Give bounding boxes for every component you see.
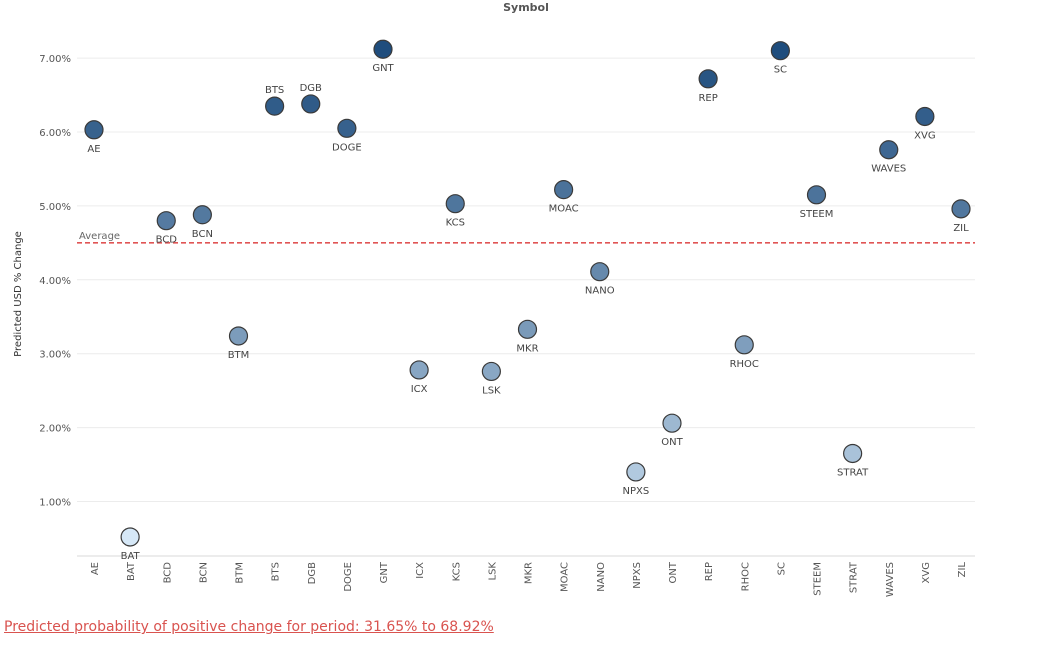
data-point [409, 360, 429, 380]
data-label: LSK [482, 385, 501, 396]
x-tick-label: SC [776, 562, 787, 575]
x-tick-label: STRAT [849, 561, 860, 593]
x-tick-label: NANO [596, 562, 607, 592]
data-point [843, 443, 863, 464]
data-label: KCS [446, 218, 465, 229]
x-tick-label: ONT [668, 561, 679, 583]
x-tick-label: KCS [451, 562, 462, 581]
data-point [590, 262, 610, 282]
x-tick-label: WAVES [885, 562, 896, 597]
data-point [120, 527, 140, 547]
data-point [337, 118, 357, 138]
probability-footer-link[interactable]: Predicted probability of positive change… [4, 619, 494, 635]
x-tick-label: ZIL [957, 562, 968, 578]
data-label: WAVES [871, 164, 906, 175]
data-label: SC [774, 65, 787, 76]
x-tick-label: GNT [379, 561, 390, 583]
data-point [373, 39, 393, 59]
data-point [879, 140, 899, 160]
data-label: REP [698, 93, 717, 104]
x-tick-label: BAT [126, 561, 137, 581]
y-tick-labels: 1.00% 2.00% 3.00% 4.00% 5.00% 6.00% 7.00% [39, 54, 71, 508]
y-tick-label: 4.00% [39, 276, 71, 287]
data-point [734, 335, 754, 355]
data-point [301, 94, 321, 114]
data-label: STRAT [837, 467, 869, 478]
x-tick-labels: AE BAT BCD BCN BTM BTS DGB DOGE GNT ICX KCS LSK MKR M… [90, 561, 968, 597]
chart: Symbol Predicted USD % Change 1.00% 2.00%… [13, 1, 975, 597]
data-point [517, 319, 538, 339]
data-label: ONT [661, 437, 683, 448]
x-tick-label: MKR [524, 562, 535, 584]
data-point [265, 96, 285, 116]
data-label: BCD [156, 235, 178, 246]
x-tick-label: DOGE [343, 562, 354, 592]
y-tick-label: 6.00% [39, 128, 71, 139]
x-tick-label: MOAC [560, 562, 571, 592]
average-label: Average [79, 231, 120, 242]
data-label: XVG [914, 130, 935, 141]
data-points: AE BAT BCD BCN BTM BTS DGB DOGE GNT ICX KCS LSK MKR M… [84, 39, 971, 562]
x-tick-label: BCN [198, 562, 209, 583]
data-point [626, 462, 646, 482]
x-tick-label: RHOC [740, 562, 751, 591]
data-point [915, 106, 935, 127]
data-label: DOGE [332, 142, 362, 153]
x-tick-label: STEEM [813, 562, 824, 596]
y-tick-label: 2.00% [39, 424, 71, 435]
data-label: MKR [516, 343, 538, 354]
average-reference: Average [77, 231, 975, 244]
data-label: NPXS [623, 486, 650, 497]
data-label: ZIL [953, 223, 969, 234]
y-tick-label: 5.00% [39, 202, 71, 213]
data-point [84, 120, 104, 140]
y-tick-label: 1.00% [39, 498, 71, 509]
y-axis-label: Predicted USD % Change [13, 231, 24, 357]
data-point [698, 69, 718, 89]
x-tick-label: DGB [307, 562, 318, 584]
x-tick-label: ICX [415, 562, 426, 579]
y-tick-label: 7.00% [39, 54, 71, 65]
data-point [156, 211, 176, 231]
data-label: BCN [192, 229, 213, 240]
data-label: MOAC [549, 204, 579, 215]
data-point [481, 361, 501, 382]
x-tick-label: BTM [235, 562, 246, 584]
x-tick-label: BCD [162, 562, 173, 584]
data-point [445, 194, 465, 214]
x-tick-label: LSK [487, 562, 498, 581]
data-label: STEEM [800, 209, 834, 220]
data-label: BTM [228, 350, 250, 361]
x-tick-label: XVG [921, 562, 932, 583]
gridlines [77, 57, 975, 502]
x-tick-label: AE [90, 562, 101, 575]
chart-title: Symbol [503, 1, 549, 14]
data-label: AE [87, 144, 100, 155]
data-label: BTS [265, 85, 284, 96]
data-point [192, 205, 212, 225]
data-label: GNT [372, 63, 394, 74]
data-label: NANO [585, 286, 615, 297]
data-point [806, 185, 827, 205]
data-point [228, 326, 249, 346]
x-tick-label: BTS [271, 562, 282, 581]
data-point [662, 413, 682, 433]
data-point [951, 199, 971, 219]
x-tick-label: REP [704, 562, 715, 581]
data-label: BAT [121, 551, 141, 562]
data-label: RHOC [730, 359, 759, 370]
data-point [554, 180, 574, 200]
data-label: DGB [300, 83, 322, 94]
data-label: ICX [411, 384, 428, 395]
x-tick-label: NPXS [632, 562, 643, 589]
y-tick-label: 3.00% [39, 350, 71, 361]
data-point [770, 41, 790, 61]
